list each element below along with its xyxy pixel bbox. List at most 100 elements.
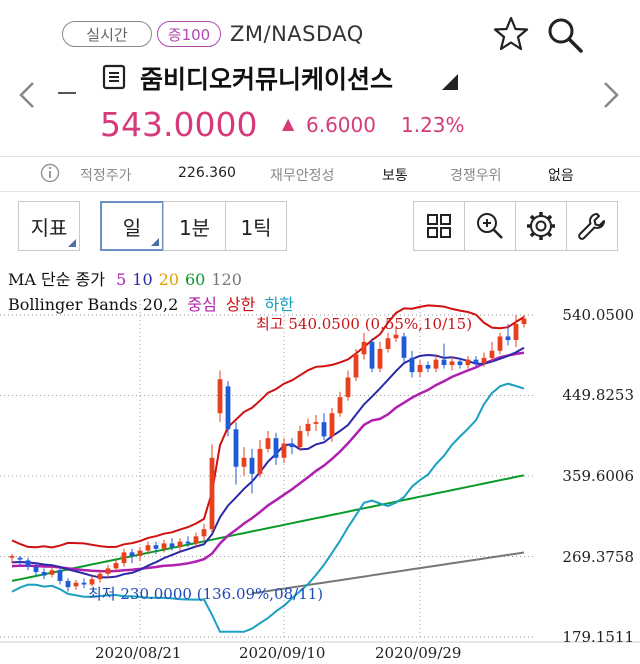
bb-legend-title: Bollinger Bands 20,2 <box>8 295 179 314</box>
candle-body <box>505 336 511 341</box>
bb-mid-ma20-line <box>11 351 525 573</box>
info-icon[interactable] <box>40 163 60 183</box>
period-1min-button[interactable]: 1분 <box>163 201 226 251</box>
candle-body <box>161 543 167 549</box>
next-stock-chevron-icon[interactable] <box>600 80 622 110</box>
low-annotation: 최저 230.0000 (136.09%,08/11) <box>88 585 324 603</box>
candle-body <box>89 579 95 585</box>
candle-body <box>33 566 39 573</box>
candle-body <box>449 361 455 366</box>
candle-body <box>273 438 279 458</box>
realtime-badge: 실시간 <box>62 21 152 47</box>
dash-icon <box>58 92 76 94</box>
candle-body <box>337 397 343 414</box>
candle-body <box>465 359 471 366</box>
fair-price-value: 226.360 <box>178 165 236 181</box>
layout-grid-button[interactable] <box>413 201 465 251</box>
ma-period-60: 60 <box>185 270 206 289</box>
competitive-advantage-value: 없음 <box>548 168 574 184</box>
candle-body <box>97 573 103 580</box>
fair-price-label: 적정주가 <box>80 168 132 184</box>
candle-body <box>41 572 47 576</box>
financial-stability-value: 보통 <box>382 168 408 184</box>
candle-body <box>297 431 303 448</box>
indicator-button[interactable]: 지표 <box>18 201 80 251</box>
candle-body <box>241 457 247 467</box>
candle-body <box>289 443 295 448</box>
candle-body <box>425 365 431 369</box>
candle-body <box>185 541 191 544</box>
ma-legend: MA 단순 종가 5 10 20 60 120 <box>8 266 242 290</box>
y-tick-label: 269.3758 <box>562 547 634 566</box>
candle-body <box>353 354 359 378</box>
candle-body <box>201 529 207 537</box>
candle-body <box>481 357 487 364</box>
ma-period-5: 5 <box>116 270 127 289</box>
candle-body <box>145 545 151 551</box>
period-day-label: 일 <box>122 215 142 240</box>
candle-body <box>17 557 23 560</box>
stock-name[interactable]: 줌비디오커뮤니케이션스 <box>140 65 394 94</box>
stock-info-bar: 적정주가 226.360 재무안정성 보통 경쟁우위 없음 <box>0 156 640 192</box>
margin-label: 증100 <box>167 25 211 44</box>
prev-stock-chevron-icon[interactable] <box>16 80 38 110</box>
candle-body <box>369 341 375 369</box>
candle-body <box>345 377 351 398</box>
candle-body <box>281 443 287 458</box>
candle-body <box>441 359 447 366</box>
ma-periods: 5 10 20 60 120 <box>110 270 242 289</box>
candle-body <box>129 552 135 556</box>
ma-period-120: 120 <box>211 270 242 289</box>
x-tick-label: 2020/09/29 <box>375 644 462 662</box>
candle-body <box>217 379 223 414</box>
y-tick-label: 540.0500 <box>562 306 634 324</box>
ma10-line <box>11 346 525 579</box>
candlestick-chart[interactable] <box>0 300 640 664</box>
candle-body <box>393 334 399 339</box>
candle-body <box>457 361 463 366</box>
candle-body <box>81 582 87 585</box>
stock-dropdown-triangle-icon[interactable] <box>442 74 458 90</box>
indicator-label: 지표 <box>30 215 68 240</box>
candle-body <box>513 323 519 341</box>
candle-body <box>497 336 503 351</box>
period-day-button[interactable]: 일 <box>100 201 164 251</box>
candle-body <box>313 422 319 424</box>
candle-body <box>57 570 63 581</box>
period-1min-label: 1분 <box>178 215 211 240</box>
indicator-dropdown-icon <box>68 239 76 247</box>
period-1tick-label: 1틱 <box>240 215 272 240</box>
candle-body <box>169 543 175 548</box>
candle-body <box>73 582 79 587</box>
candle-body <box>433 359 439 369</box>
ma60-line <box>11 474 525 582</box>
bb-mid-label: 중심 <box>187 295 217 314</box>
candle-body <box>401 336 407 358</box>
bb-lower-line <box>11 382 525 633</box>
financial-stability-label: 재무안정성 <box>270 168 335 184</box>
zoom-button[interactable] <box>464 201 516 251</box>
candle-body <box>65 580 71 588</box>
change-up-arrow-icon: ▲ <box>282 114 295 133</box>
period-1tick-button[interactable]: 1틱 <box>225 201 287 251</box>
candle-body <box>209 457 215 530</box>
candle-body <box>377 348 383 369</box>
realtime-label: 실시간 <box>86 25 128 44</box>
candle-body <box>257 448 263 474</box>
favorite-star-icon[interactable] <box>493 16 529 52</box>
candle-body <box>361 341 367 355</box>
candle-body <box>177 541 183 548</box>
candle-body <box>25 560 31 567</box>
bb-upper-line <box>11 304 525 549</box>
candle-body <box>417 365 423 373</box>
ma-period-10: 10 <box>132 270 153 289</box>
settings-button[interactable] <box>515 201 567 251</box>
candle-body <box>385 338 391 349</box>
search-icon[interactable] <box>546 16 584 54</box>
candle-body <box>137 550 143 556</box>
stock-info-document-icon[interactable] <box>102 64 126 90</box>
candle-body <box>521 318 527 324</box>
candle-body <box>473 359 479 364</box>
candle-body <box>153 545 159 549</box>
tools-button[interactable] <box>566 201 618 251</box>
